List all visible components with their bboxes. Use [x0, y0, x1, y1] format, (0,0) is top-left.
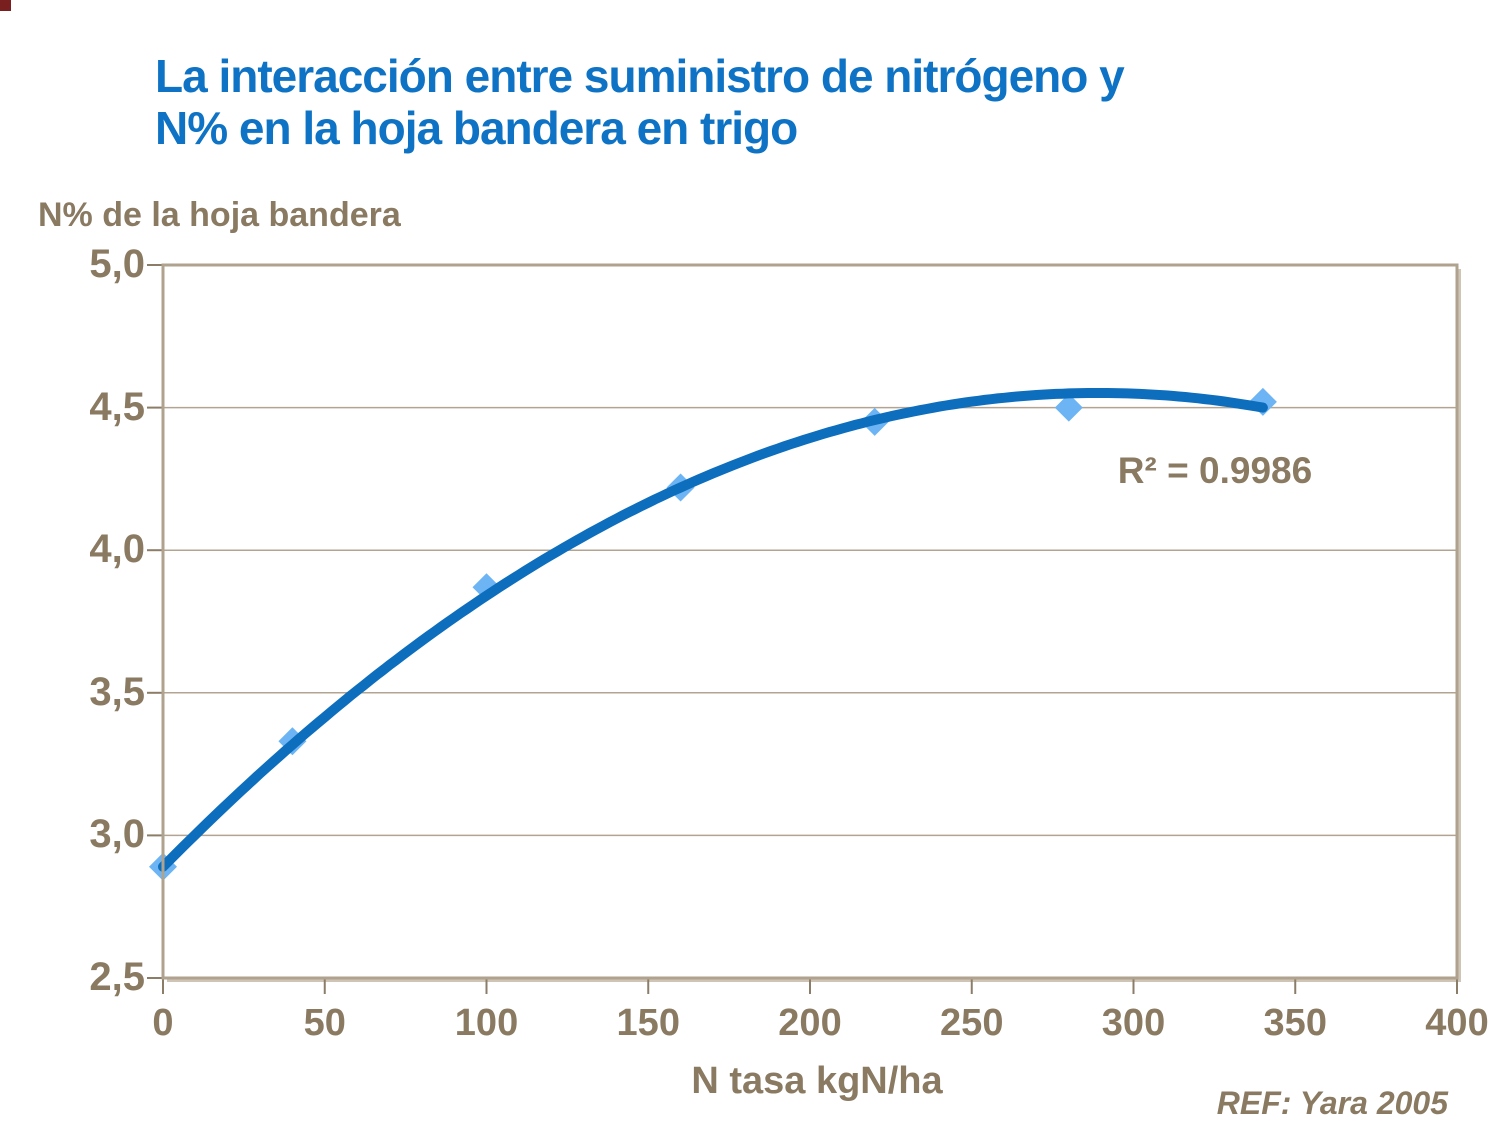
- x-tick-label: 250: [940, 1002, 1004, 1044]
- x-tick-label: 50: [303, 1002, 346, 1044]
- y-tick-label: 4,0: [89, 527, 145, 572]
- y-axis-title: N% de la hoja bandera: [38, 196, 401, 234]
- trend-line: [158, 388, 1268, 872]
- r-squared-annotation: R² = 0.9986: [1117, 450, 1313, 491]
- y-tick-label: 4,5: [89, 384, 145, 429]
- chart-title-line1: La interacción entre suministro de nitró…: [155, 50, 1125, 102]
- reference-text: REF: Yara 2005: [1216, 1085, 1448, 1121]
- chart-svg: [147, 263, 1459, 994]
- x-axis-title: N tasa kgN/ha: [691, 1060, 943, 1102]
- y-tick-label: 5,0: [89, 242, 145, 286]
- x-tick-label: 0: [152, 1002, 174, 1044]
- chart-title: La interacción entre suministro de nitró…: [155, 50, 1395, 155]
- corner-artifact: [0, 0, 11, 11]
- x-tick-label: 300: [1101, 1002, 1166, 1044]
- y-tick-label: 3,0: [89, 812, 145, 857]
- chart-plot-area: [147, 263, 1459, 994]
- x-tick-label: 400: [1425, 1002, 1489, 1044]
- data-point-marker: [1054, 393, 1083, 422]
- chart-title-line2: N% en la hoja bandera en trigo: [155, 102, 798, 155]
- x-tick-label: 100: [454, 1002, 519, 1044]
- x-tick-label: 350: [1263, 1002, 1327, 1044]
- x-tick-label: 150: [616, 1002, 680, 1044]
- x-tick-label: 200: [778, 1002, 842, 1044]
- y-tick-label: 2,5: [89, 955, 145, 999]
- y-tick-label: 3,5: [89, 669, 145, 714]
- plot-frame: [161, 263, 1459, 980]
